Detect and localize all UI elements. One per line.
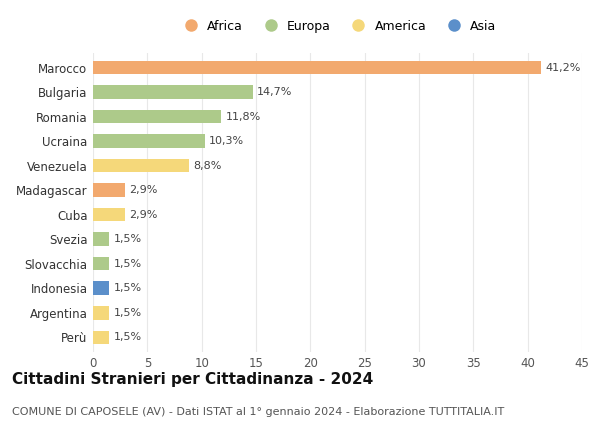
- Text: 2,9%: 2,9%: [129, 210, 157, 220]
- Bar: [93, 85, 253, 99]
- Bar: [93, 61, 541, 74]
- Bar: [93, 183, 125, 197]
- Bar: [93, 330, 109, 344]
- Text: 1,5%: 1,5%: [113, 283, 142, 293]
- Bar: [93, 232, 109, 246]
- Text: 10,3%: 10,3%: [209, 136, 244, 146]
- Bar: [93, 257, 109, 271]
- Bar: [93, 110, 221, 123]
- Text: 1,5%: 1,5%: [113, 308, 142, 318]
- Text: 8,8%: 8,8%: [193, 161, 221, 171]
- Bar: [93, 306, 109, 319]
- Text: 14,7%: 14,7%: [257, 87, 292, 97]
- Bar: [93, 159, 188, 172]
- Text: 11,8%: 11,8%: [226, 112, 261, 121]
- Text: 2,9%: 2,9%: [129, 185, 157, 195]
- Text: Cittadini Stranieri per Cittadinanza - 2024: Cittadini Stranieri per Cittadinanza - 2…: [12, 372, 373, 387]
- Text: COMUNE DI CAPOSELE (AV) - Dati ISTAT al 1° gennaio 2024 - Elaborazione TUTTITALI: COMUNE DI CAPOSELE (AV) - Dati ISTAT al …: [12, 407, 504, 417]
- Bar: [93, 282, 109, 295]
- Bar: [93, 134, 205, 148]
- Bar: [93, 208, 125, 221]
- Text: 1,5%: 1,5%: [113, 234, 142, 244]
- Text: 1,5%: 1,5%: [113, 332, 142, 342]
- Text: 41,2%: 41,2%: [545, 62, 580, 73]
- Legend: Africa, Europa, America, Asia: Africa, Europa, America, Asia: [176, 17, 499, 35]
- Text: 1,5%: 1,5%: [113, 259, 142, 269]
